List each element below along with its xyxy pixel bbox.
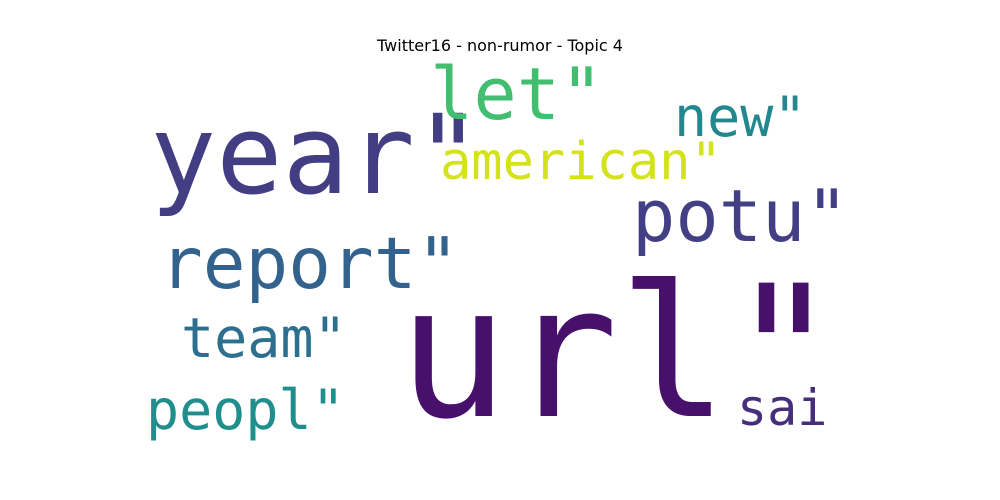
word-report: report" bbox=[160, 222, 460, 305]
word-url: url" bbox=[398, 247, 839, 460]
word-american: american" bbox=[440, 132, 722, 192]
word-new: new" bbox=[674, 85, 807, 149]
word-peopl: peopl" bbox=[146, 378, 345, 442]
word-potu: potu" bbox=[632, 174, 849, 258]
word-year: year" bbox=[150, 91, 482, 219]
word-sai: sai bbox=[737, 379, 828, 437]
word-team: team" bbox=[181, 306, 347, 370]
word-let: let" bbox=[430, 52, 604, 136]
chart-title: Twitter16 - non-rumor - Topic 4 bbox=[377, 36, 623, 55]
